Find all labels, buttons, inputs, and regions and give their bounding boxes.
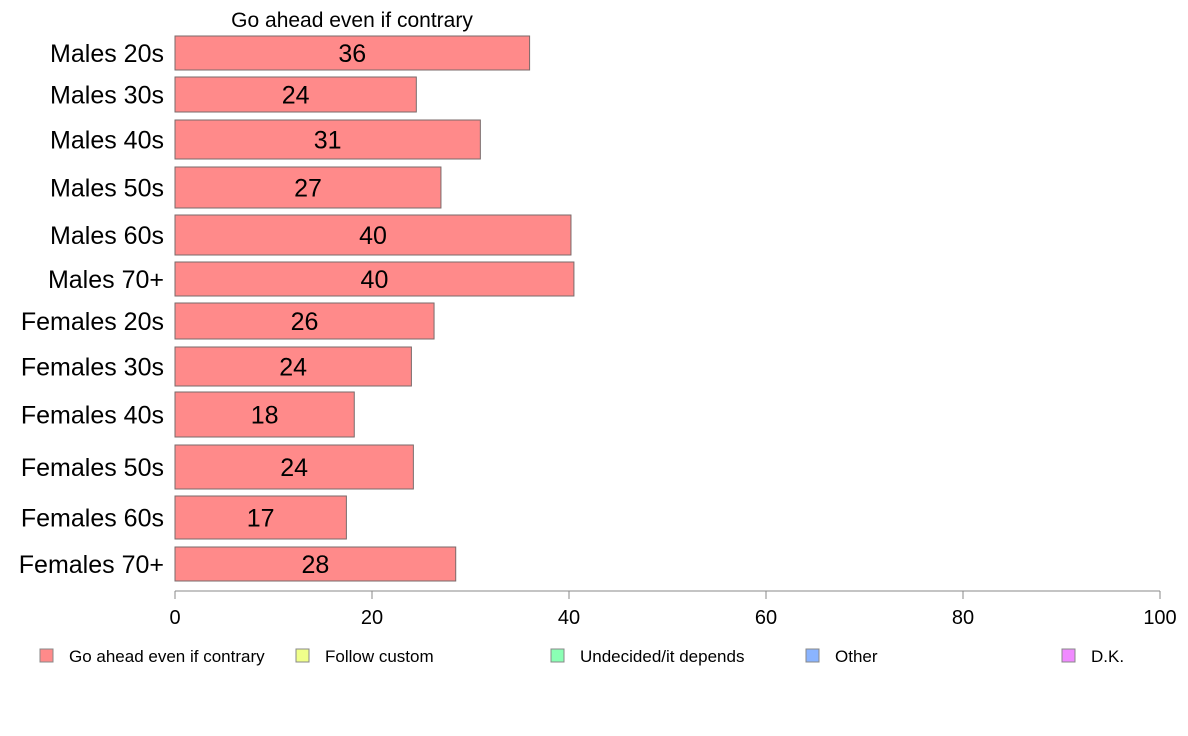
bar xyxy=(174,302,435,340)
bar xyxy=(174,214,572,256)
category-label: Females 30s xyxy=(21,354,164,382)
data-label: 40 xyxy=(359,222,387,250)
bar xyxy=(174,346,412,387)
bar xyxy=(174,546,457,582)
x-tick-label: 80 xyxy=(952,607,974,629)
data-label: 36 xyxy=(338,40,366,68)
x-axis: 0 20 40 60 80 100 xyxy=(169,590,1177,629)
data-label: 28 xyxy=(301,551,329,579)
bar xyxy=(174,76,417,113)
x-tick-label: 100 xyxy=(1143,607,1176,629)
data-label: 27 xyxy=(294,175,322,203)
legend-label: D.K. xyxy=(1091,647,1124,666)
bar xyxy=(174,495,347,540)
bar xyxy=(174,119,481,160)
bar xyxy=(174,391,355,438)
legend-swatch xyxy=(295,648,310,663)
category-label: Males 70+ xyxy=(48,266,164,294)
bar xyxy=(174,35,531,71)
legend-label: Follow custom xyxy=(325,647,434,666)
data-label: 17 xyxy=(247,505,275,533)
category-label: Females 20s xyxy=(21,308,164,336)
bars-group: Males 20s 36 Males 30s 24 Males 40s 31 Males 5… xyxy=(19,35,575,582)
x-tick-label: 20 xyxy=(361,607,383,629)
data-label: 31 xyxy=(314,127,342,155)
data-label: 18 xyxy=(251,402,279,430)
legend-swatch xyxy=(39,648,54,663)
category-label: Females 60s xyxy=(21,505,164,533)
x-tick-label: 0 xyxy=(169,607,180,629)
data-label: 40 xyxy=(361,266,389,294)
data-label: 26 xyxy=(291,308,319,336)
category-label: Males 40s xyxy=(50,127,164,155)
legend: Go ahead even if contrary Follow custom Un… xyxy=(39,647,1124,666)
legend-swatch xyxy=(1061,648,1076,663)
legend-swatch xyxy=(550,648,565,663)
category-label: Females 40s xyxy=(21,402,164,430)
bar xyxy=(174,166,442,209)
x-tick-label: 60 xyxy=(755,607,777,629)
category-label: Males 60s xyxy=(50,222,164,250)
data-label: 24 xyxy=(282,82,310,110)
category-label: Males 30s xyxy=(50,82,164,110)
legend-label: Other xyxy=(835,647,878,666)
category-label: Females 50s xyxy=(21,454,164,482)
bar xyxy=(174,261,575,297)
legend-label: Go ahead even if contrary xyxy=(69,647,265,666)
data-label: 24 xyxy=(279,354,307,382)
x-tick-label: 40 xyxy=(558,607,580,629)
category-label: Males 20s xyxy=(50,40,164,68)
category-label: Females 70+ xyxy=(19,551,164,579)
bar xyxy=(174,444,414,490)
legend-swatch xyxy=(805,648,820,663)
chart-title: Go ahead even if contrary xyxy=(231,9,473,32)
legend-label: Undecided/it depends xyxy=(580,647,744,666)
data-label: 24 xyxy=(280,454,308,482)
category-label: Males 50s xyxy=(50,175,164,203)
